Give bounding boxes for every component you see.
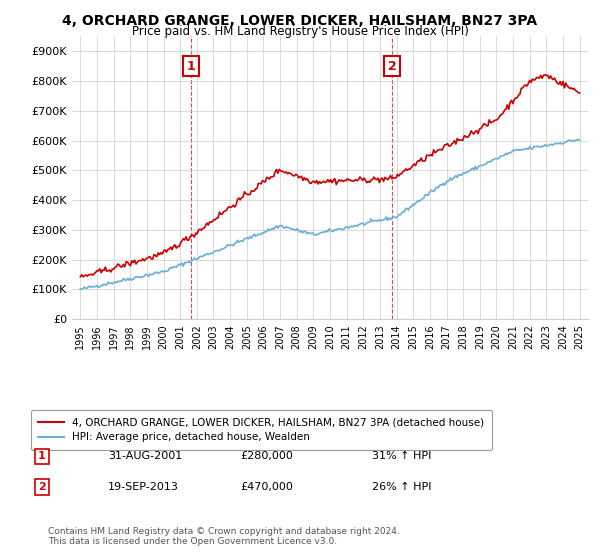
- Text: 1: 1: [38, 451, 46, 461]
- Text: £280,000: £280,000: [240, 451, 293, 461]
- Text: Price paid vs. HM Land Registry's House Price Index (HPI): Price paid vs. HM Land Registry's House …: [131, 25, 469, 38]
- Text: 2: 2: [388, 60, 397, 73]
- Text: 4, ORCHARD GRANGE, LOWER DICKER, HAILSHAM, BN27 3PA: 4, ORCHARD GRANGE, LOWER DICKER, HAILSHA…: [62, 14, 538, 28]
- Text: 31% ↑ HPI: 31% ↑ HPI: [372, 451, 431, 461]
- Text: 2: 2: [38, 482, 46, 492]
- Text: 26% ↑ HPI: 26% ↑ HPI: [372, 482, 431, 492]
- Text: 31-AUG-2001: 31-AUG-2001: [108, 451, 182, 461]
- Text: 19-SEP-2013: 19-SEP-2013: [108, 482, 179, 492]
- Text: 1: 1: [187, 60, 196, 73]
- Legend: 4, ORCHARD GRANGE, LOWER DICKER, HAILSHAM, BN27 3PA (detached house), HPI: Avera: 4, ORCHARD GRANGE, LOWER DICKER, HAILSHA…: [31, 410, 492, 450]
- Text: Contains HM Land Registry data © Crown copyright and database right 2024.
This d: Contains HM Land Registry data © Crown c…: [48, 526, 400, 546]
- Text: £470,000: £470,000: [240, 482, 293, 492]
